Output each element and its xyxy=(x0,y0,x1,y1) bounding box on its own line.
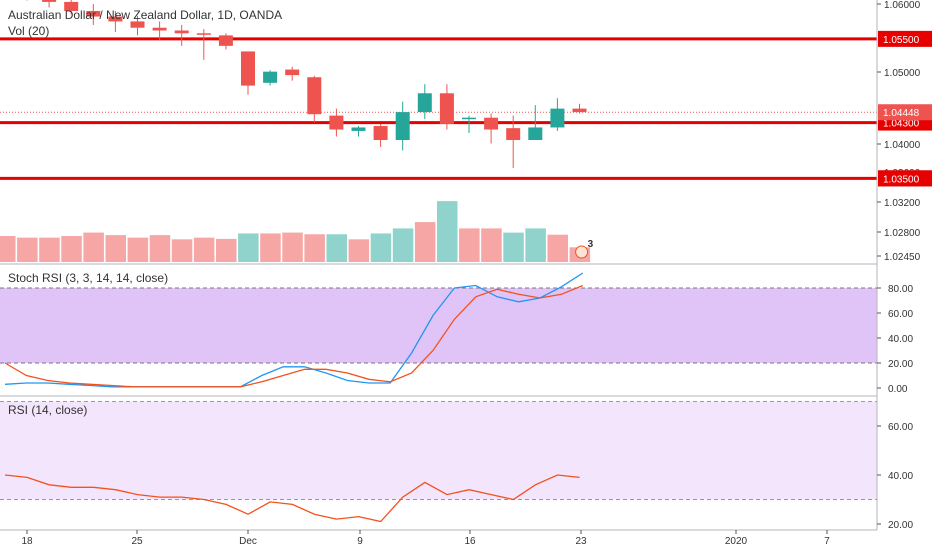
time-tick-label: 25 xyxy=(131,536,143,547)
volume-bar xyxy=(370,233,392,262)
candle-body xyxy=(351,127,366,131)
candle-body xyxy=(64,1,79,11)
stoch-rsi-pane[interactable] xyxy=(0,272,877,388)
volume-bar xyxy=(127,237,149,262)
price-tick-label: 1.02800 xyxy=(884,228,921,239)
candle-body xyxy=(329,115,344,130)
time-tick-label: 7 xyxy=(824,536,830,547)
stoch-rsi-label: Stoch RSI (3, 3, 14, 14, close) xyxy=(8,271,168,285)
volume-bar xyxy=(414,222,436,262)
volume-bar xyxy=(459,228,480,262)
volume-bar xyxy=(171,239,193,262)
volume-bar xyxy=(193,237,215,262)
volume-bar xyxy=(503,232,524,262)
volume-bar xyxy=(17,237,38,262)
rsi-label: RSI (14, close) xyxy=(8,403,87,417)
stoch-series-d xyxy=(4,284,584,388)
price-tick-label: 1.03200 xyxy=(884,198,921,209)
volume-bar xyxy=(392,228,414,262)
candle-body xyxy=(462,117,476,120)
price-tick-label: 1.04000 xyxy=(884,140,921,151)
candle-body xyxy=(307,77,322,115)
level-tag xyxy=(878,170,932,187)
candle-body xyxy=(174,30,189,34)
chart-title: Australian Dollar / New Zealand Dollar, … xyxy=(8,8,282,22)
stoch-tick-label: 20.00 xyxy=(888,359,913,370)
price-axis[interactable]: 1.05500 1.04300 1.03500 1.04448 1.06000 1.050… xyxy=(876,0,932,531)
volume-bar xyxy=(260,233,281,262)
candle-body xyxy=(528,127,543,140)
level-tag-label: 1.03500 xyxy=(883,174,920,185)
candle-body xyxy=(130,21,145,28)
candle-body xyxy=(263,71,278,83)
candle-body xyxy=(373,126,388,140)
stoch-series-k xyxy=(4,272,584,388)
event-icon xyxy=(575,245,589,259)
volume-bar xyxy=(481,228,502,262)
price-tick-label: 1.06000 xyxy=(884,0,921,11)
candle-body xyxy=(395,112,410,140)
stoch-tick-label: 0.00 xyxy=(888,384,908,395)
candle-body xyxy=(218,35,233,46)
rsi-tick-label: 40.00 xyxy=(888,471,913,482)
stoch-tick-label: 40.00 xyxy=(888,334,913,345)
stoch-tick-label: 60.00 xyxy=(888,309,913,320)
rsi-band xyxy=(0,401,877,500)
level-tag-label: 1.04300 xyxy=(883,119,920,130)
rsi-tick-label: 60.00 xyxy=(888,422,913,433)
price-tick-label: 1.05000 xyxy=(884,68,921,79)
stoch-tick-label: 80.00 xyxy=(888,284,913,295)
rsi-tick-label: 20.00 xyxy=(888,520,913,531)
price-pane[interactable] xyxy=(0,0,877,397)
rsi-pane[interactable] xyxy=(0,401,877,523)
candle-body xyxy=(285,69,300,76)
candle-body xyxy=(108,16,123,22)
volume-bar xyxy=(348,239,370,262)
candle-body xyxy=(417,93,432,113)
time-tick-label: 23 xyxy=(575,536,587,547)
volume-label: Vol (20) xyxy=(8,24,49,38)
volume-bar xyxy=(216,238,237,262)
volume-bar xyxy=(282,232,303,262)
candle-body xyxy=(241,51,255,86)
level-tag-label: 1.05500 xyxy=(883,35,920,46)
time-tick-label: 18 xyxy=(21,536,33,547)
volume-bar xyxy=(326,234,347,262)
volume-bar xyxy=(149,235,171,262)
level-tag xyxy=(878,30,932,47)
volume-bar xyxy=(525,228,546,262)
candle-body xyxy=(484,117,499,130)
candle-body xyxy=(439,93,454,124)
candle-body xyxy=(152,27,167,31)
candle-body xyxy=(550,108,565,128)
candle-body xyxy=(572,108,587,113)
stoch-band xyxy=(0,288,877,363)
time-axis[interactable]: 18 25 Dec 9 16 23 2020 7 xyxy=(0,529,877,547)
last-price-tag xyxy=(878,104,932,121)
volume-bar xyxy=(238,233,259,262)
candle-body xyxy=(86,10,101,17)
event-badge-count: 3 xyxy=(588,239,594,250)
volume-bar xyxy=(105,235,126,262)
candle-body xyxy=(506,128,521,140)
volume-bar xyxy=(437,201,458,262)
volume-bar xyxy=(0,235,16,262)
volume-bar xyxy=(39,237,60,262)
candle-body xyxy=(42,0,57,2)
volume-bar xyxy=(547,234,568,262)
time-tick-label: Dec xyxy=(239,536,257,547)
volume-pane: 3 xyxy=(0,201,594,262)
time-tick-label: 2020 xyxy=(725,536,748,547)
time-tick-label: 16 xyxy=(464,536,476,547)
last-price-label: 1.04448 xyxy=(883,108,920,119)
volume-bar xyxy=(61,235,82,262)
time-tick-label: 9 xyxy=(357,536,363,547)
price-tick-label: 1.02450 xyxy=(884,252,921,263)
rsi-series-line xyxy=(4,474,580,523)
volume-bar xyxy=(83,232,104,262)
volume-bar xyxy=(304,234,325,262)
candle-body xyxy=(196,33,211,35)
